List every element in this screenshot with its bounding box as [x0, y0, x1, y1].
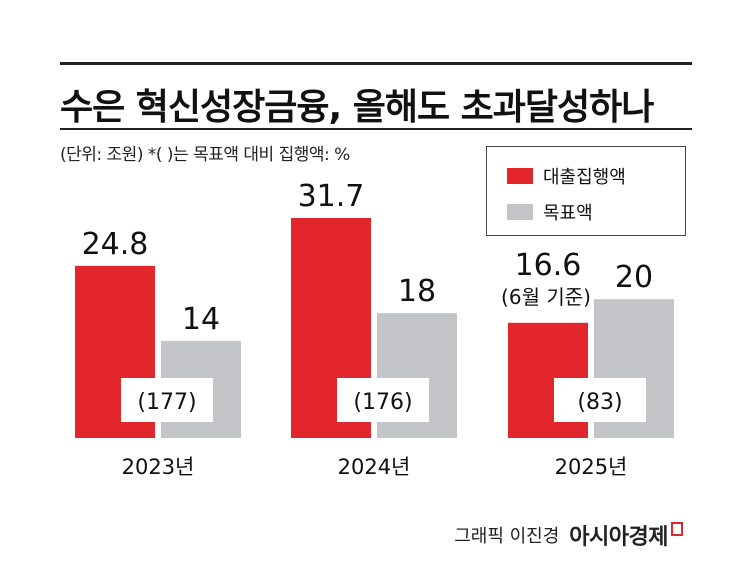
- category-label-2023년: 2023년: [122, 455, 195, 479]
- value-label-2023년-목표액: 14: [182, 302, 220, 337]
- category-label-2024년: 2024년: [338, 455, 411, 479]
- legend: 대출집행액 목표액: [486, 146, 686, 236]
- percent-label-2023년: (177): [137, 390, 196, 415]
- credit: 그래픽 이진경 아시아경제: [454, 519, 683, 551]
- category-label-2025년: 2025년: [555, 455, 628, 479]
- percent-box-2025년: [554, 378, 646, 422]
- legend-label-loan: 대출집행액: [543, 167, 626, 188]
- unit-note: (단위: 조원) *( )는 목표액 대비 집행액: %: [60, 145, 350, 165]
- brand-logo: 아시아경제: [569, 525, 668, 550]
- legend-swatch-loan: [507, 168, 533, 184]
- brand-mark-icon: [671, 522, 683, 536]
- title-rule-top: [60, 62, 692, 65]
- annotation-2025년: (6월 기준): [501, 285, 591, 309]
- percent-label-2024년: (176): [353, 390, 412, 415]
- value-label-2025년-목표액: 20: [615, 260, 653, 295]
- legend-swatch-target: [507, 204, 533, 220]
- legend-item-target: 목표액: [507, 199, 593, 225]
- percent-box-2024년: [337, 378, 429, 422]
- percent-label-2025년: (83): [577, 390, 622, 415]
- chart-title: 수은 혁신성장금융, 올해도 초과달성하나: [60, 87, 654, 128]
- value-label-2024년-목표액: 18: [398, 274, 436, 309]
- percent-box-2023년: [121, 378, 213, 422]
- value-label-2025년-대출집행액: 16.6: [515, 248, 582, 283]
- value-label-2024년-대출집행액: 31.7: [298, 179, 365, 214]
- legend-label-target: 목표액: [543, 203, 593, 224]
- legend-item-loan: 대출집행액: [507, 163, 626, 189]
- title-rule-bottom: [60, 128, 692, 130]
- credit-graphic: 그래픽 이진경: [454, 526, 560, 547]
- value-label-2023년-대출집행액: 24.8: [82, 227, 149, 262]
